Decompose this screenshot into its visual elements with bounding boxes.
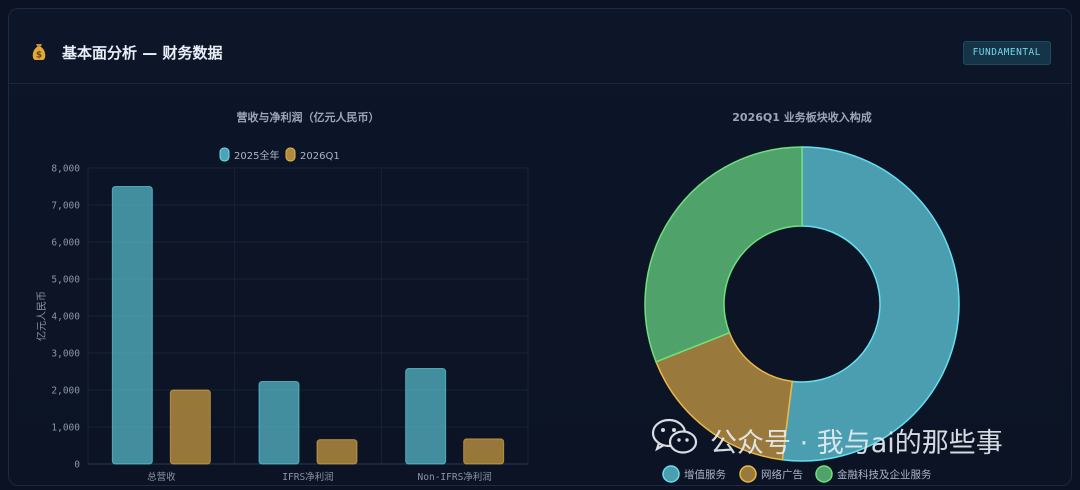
donut-legend-swatch-2	[739, 465, 757, 483]
bar-q1-2026-1	[169, 389, 211, 465]
y-tick-label: 5,000	[51, 275, 80, 286]
wechat-icon	[651, 418, 698, 454]
bar-fy2025-1	[111, 186, 153, 465]
watermark-text: 公众号 · 我与ai的那些事	[710, 428, 1003, 459]
y-tick-label: 3,000	[51, 349, 80, 360]
donut-slice-2	[655, 331, 794, 461]
donut-legend: 增值服务 网络广告 金融科技及企业服务	[662, 465, 932, 483]
legend-swatch-1	[219, 147, 230, 162]
revenue-profit-bar-chart: 营收与净利润（亿元人民币） 2025全年 2026Q1 0 1,000 2,000 3,00…	[35, 110, 529, 483]
y-tick-label: 4,000	[51, 312, 80, 323]
bar-q1-2026-3	[463, 438, 505, 465]
y-tick-label: 7,000	[51, 201, 80, 212]
y-tick-label: 0	[74, 460, 80, 471]
bar-chart-title: 营收与净利润（亿元人民币）	[237, 110, 380, 124]
page-title: 基本面分析 — 财务数据	[62, 44, 223, 62]
fundamental-badge: FUNDAMENTAL	[962, 41, 1051, 65]
legend-swatch-2	[285, 147, 296, 162]
money-bag-icon: $	[32, 44, 46, 61]
donut-chart-title: 2026Q1 业务板块收入构成	[732, 110, 871, 124]
y-tick-label: 8,000	[51, 164, 80, 175]
donut-legend-label-3: 金融科技及企业服务	[837, 468, 932, 481]
y-tick-label: 2,000	[51, 386, 80, 397]
fundamental-card: $ 基本面分析 — 财务数据 FUNDAMENTAL 营收与净利润（亿元人民币）…	[8, 8, 1072, 486]
bar-fy2025-2	[258, 380, 300, 465]
donut-legend-label-1: 增值服务	[684, 468, 726, 481]
legend-label-1: 2025全年	[234, 149, 279, 162]
donut-legend-label-2: 网络广告	[761, 468, 803, 481]
bar-q1-2026-2	[316, 439, 358, 465]
x-tick-label: 总营收	[147, 471, 176, 483]
x-tick-label: Non-IFRS净利润	[418, 471, 492, 483]
y-tick-label: 1,000	[51, 423, 80, 434]
bar-legend: 2025全年 2026Q1	[219, 147, 340, 162]
donut-legend-swatch-1	[662, 465, 680, 483]
y-axis-label: 亿元人民币	[35, 291, 48, 341]
svg-text:$: $	[36, 51, 42, 61]
card-header: $ 基本面分析 — 财务数据 FUNDAMENTAL	[9, 9, 1071, 84]
donut-legend-swatch-3	[815, 465, 833, 483]
bar-fy2025-3	[405, 368, 447, 465]
y-tick-label: 6,000	[51, 238, 80, 249]
x-tick-label: IFRS净利润	[282, 471, 333, 483]
legend-label-2: 2026Q1	[300, 151, 340, 162]
donut-slice-1	[781, 146, 960, 462]
donut-slice-3	[644, 146, 803, 363]
